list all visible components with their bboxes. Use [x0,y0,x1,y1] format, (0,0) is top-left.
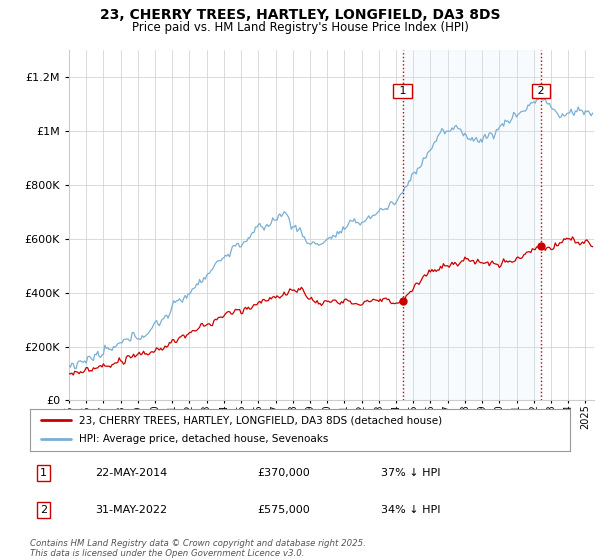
Text: Contains HM Land Registry data © Crown copyright and database right 2025.
This d: Contains HM Land Registry data © Crown c… [30,539,366,558]
Text: Price paid vs. HM Land Registry's House Price Index (HPI): Price paid vs. HM Land Registry's House … [131,21,469,34]
Bar [403,50,541,400]
Text: £370,000: £370,000 [257,468,310,478]
Text: 2: 2 [534,86,548,96]
Text: 1: 1 [40,468,47,478]
Text: 34% ↓ HPI: 34% ↓ HPI [381,505,440,515]
Text: 22-MAY-2014: 22-MAY-2014 [95,468,167,478]
Text: 23, CHERRY TREES, HARTLEY, LONGFIELD, DA3 8DS: 23, CHERRY TREES, HARTLEY, LONGFIELD, DA… [100,8,500,22]
Text: 37% ↓ HPI: 37% ↓ HPI [381,468,440,478]
Text: 2: 2 [40,505,47,515]
Text: 31-MAY-2022: 31-MAY-2022 [95,505,167,515]
Text: £575,000: £575,000 [257,505,310,515]
Text: 23, CHERRY TREES, HARTLEY, LONGFIELD, DA3 8DS (detached house): 23, CHERRY TREES, HARTLEY, LONGFIELD, DA… [79,415,442,425]
Text: HPI: Average price, detached house, Sevenoaks: HPI: Average price, detached house, Seve… [79,435,328,445]
Text: 1: 1 [395,86,410,96]
